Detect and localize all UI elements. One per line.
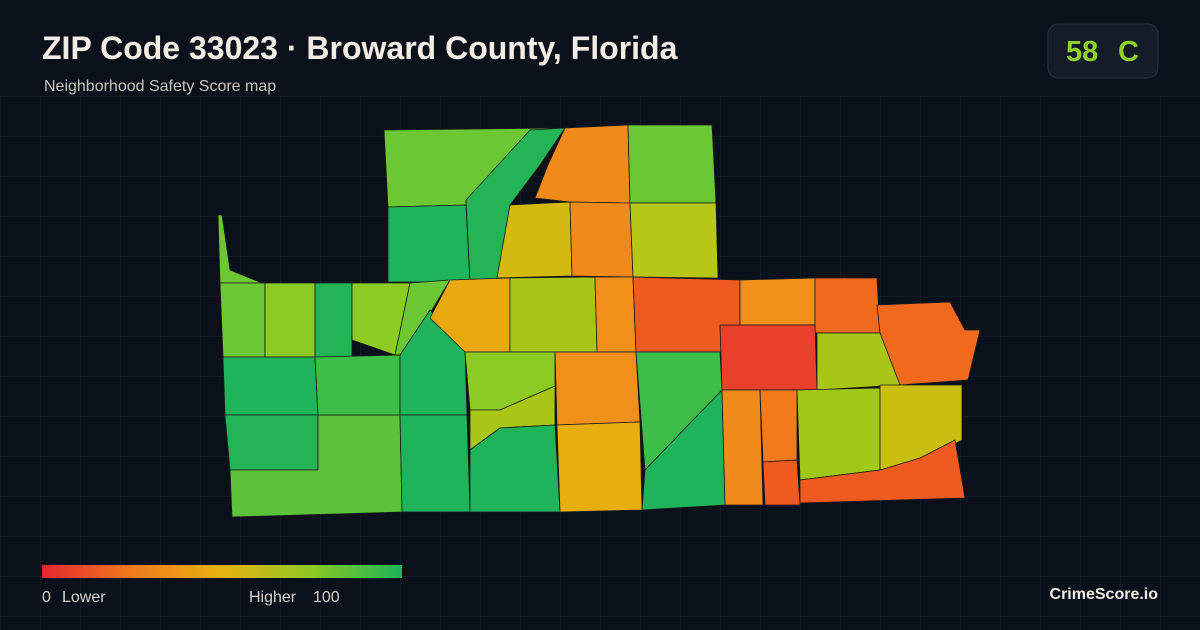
legend-max-label: Higher: [249, 589, 297, 606]
map-region: [739, 277, 816, 326]
map-region: [796, 387, 881, 481]
map-region: [719, 324, 818, 391]
map-region: [314, 282, 353, 358]
map-region: [387, 204, 471, 283]
map-region: [469, 424, 561, 513]
legend-min: 0: [42, 589, 51, 606]
map-region: [222, 356, 319, 416]
map-region: [219, 282, 266, 358]
badge-box: [1047, 23, 1159, 79]
score-value: 58: [1066, 36, 1098, 68]
score-grade: C: [1118, 36, 1139, 68]
legend-min-label: Lower: [62, 589, 106, 606]
map-region: [759, 389, 798, 463]
map-region: [399, 414, 471, 513]
legend-max: 100: [313, 589, 340, 606]
map-region: [762, 459, 801, 506]
map-region: [627, 124, 717, 204]
map-region: [814, 277, 881, 334]
map-region: [496, 201, 573, 279]
map-region: [629, 202, 719, 279]
legend-gradient: [42, 565, 402, 578]
map-region: [224, 414, 319, 471]
map-region: [721, 389, 764, 506]
map-region: [556, 421, 643, 513]
title: ZIP Code 33023 · Broward County, Florida: [42, 30, 678, 66]
map-region: [569, 201, 634, 278]
map-region: [217, 214, 263, 284]
map-region: [314, 354, 401, 416]
map-region: [554, 351, 641, 426]
map-region: [509, 276, 598, 353]
subtitle: Neighborhood Safety Score map: [44, 78, 276, 95]
map: [217, 124, 981, 518]
score-badge: 58 C: [1047, 23, 1159, 79]
legend: 0 Lower Higher 100: [42, 565, 402, 606]
map-region: [594, 276, 637, 353]
map-region: [799, 439, 966, 504]
map-region: [264, 282, 316, 358]
brand: CrimeScore.io: [1050, 586, 1159, 603]
